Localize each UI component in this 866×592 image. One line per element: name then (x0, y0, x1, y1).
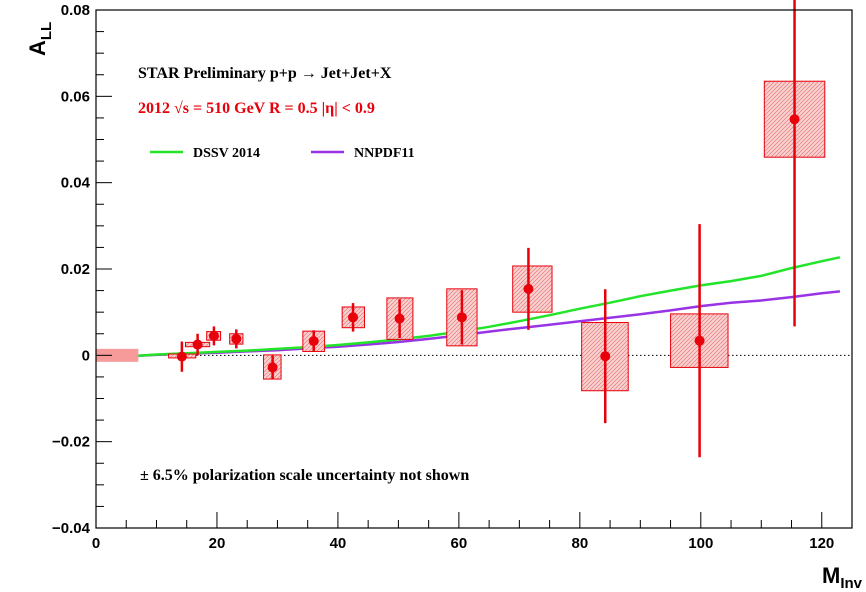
plot-frame (95, 9, 853, 529)
data-marker (600, 351, 611, 362)
data-marker (523, 283, 534, 294)
nnpdf11-curve (138, 290, 841, 358)
data-point-3 (206, 326, 222, 346)
scale-uncertainty-band (96, 348, 139, 362)
dssv-2014-curve (138, 256, 841, 358)
annotation-star-preliminary: STAR Preliminary p+p → Jet+Jet+X (138, 65, 392, 82)
data-marker (308, 336, 319, 347)
data-point-7 (341, 303, 366, 332)
y-axis-title-main: A (25, 40, 50, 56)
x-tick-label: 120 (809, 535, 834, 552)
data-marker (231, 333, 242, 344)
data-point-8 (386, 297, 414, 340)
axes: 0 20 40 60 80 100 120 −0.04 −0.02 0 0.02 0.04 0.06 0.… (52, 2, 853, 552)
data-point-2 (185, 333, 211, 356)
svg-text:MInv: MInv (822, 563, 863, 592)
data-marker (176, 351, 187, 362)
data-point-9 (446, 288, 478, 347)
data-marker (267, 362, 278, 373)
legend: DSSV 2014 NNPDF11 (150, 146, 415, 161)
legend-label-nnpdf: NNPDF11 (354, 146, 415, 161)
x-tick-label: 80 (571, 535, 588, 552)
data-marker (456, 312, 467, 323)
x-tick-label: 100 (688, 535, 713, 552)
x-axis-title: MInv (822, 563, 863, 592)
data-point-10 (512, 247, 553, 330)
data-point-11 (581, 289, 629, 424)
x-axis-title-main: M (822, 563, 840, 588)
y-axis-title: ALL (25, 22, 55, 56)
data-point-12 (670, 224, 729, 458)
annotation-energy: 2012 √s = 510 GeV R = 0.5 |η| < 0.9 (138, 100, 375, 117)
y-tick-label: 0.02 (61, 261, 90, 278)
y-tick-label: 0 (82, 347, 90, 364)
data-point-5 (263, 354, 282, 380)
data-marker (348, 312, 359, 323)
annotation-polarization-note: ± 6.5% polarization scale uncertainty no… (140, 467, 469, 484)
y-tick-label: 0.04 (61, 175, 91, 192)
data-points (168, 0, 826, 458)
y-tick-label: 0.06 (61, 88, 90, 105)
x-tick-label: 60 (451, 535, 468, 552)
legend-label-dssv: DSSV 2014 (193, 146, 260, 161)
y-axis-title-sub: LL (38, 22, 55, 40)
y-tick-label: 0.08 (61, 2, 90, 19)
x-tick-label: 0 (92, 535, 100, 552)
y-tick-label: −0.04 (52, 520, 91, 537)
scale-band-group (96, 348, 139, 362)
data-point-6 (302, 330, 326, 352)
data-marker (192, 339, 203, 350)
data-marker (208, 330, 219, 341)
x-tick-label: 20 (209, 535, 226, 552)
data-marker (694, 335, 705, 346)
data-marker (394, 313, 405, 324)
x-tick-label: 40 (330, 535, 347, 552)
svg-text:ALL: ALL (25, 22, 55, 56)
theory-curves (138, 256, 841, 358)
data-point-4 (229, 329, 244, 349)
y-tick-label: −0.02 (52, 434, 90, 451)
data-marker (789, 114, 800, 125)
data-point-1 (168, 341, 197, 372)
data-point-13 (763, 0, 826, 327)
x-axis-title-sub: Inv (840, 575, 862, 592)
